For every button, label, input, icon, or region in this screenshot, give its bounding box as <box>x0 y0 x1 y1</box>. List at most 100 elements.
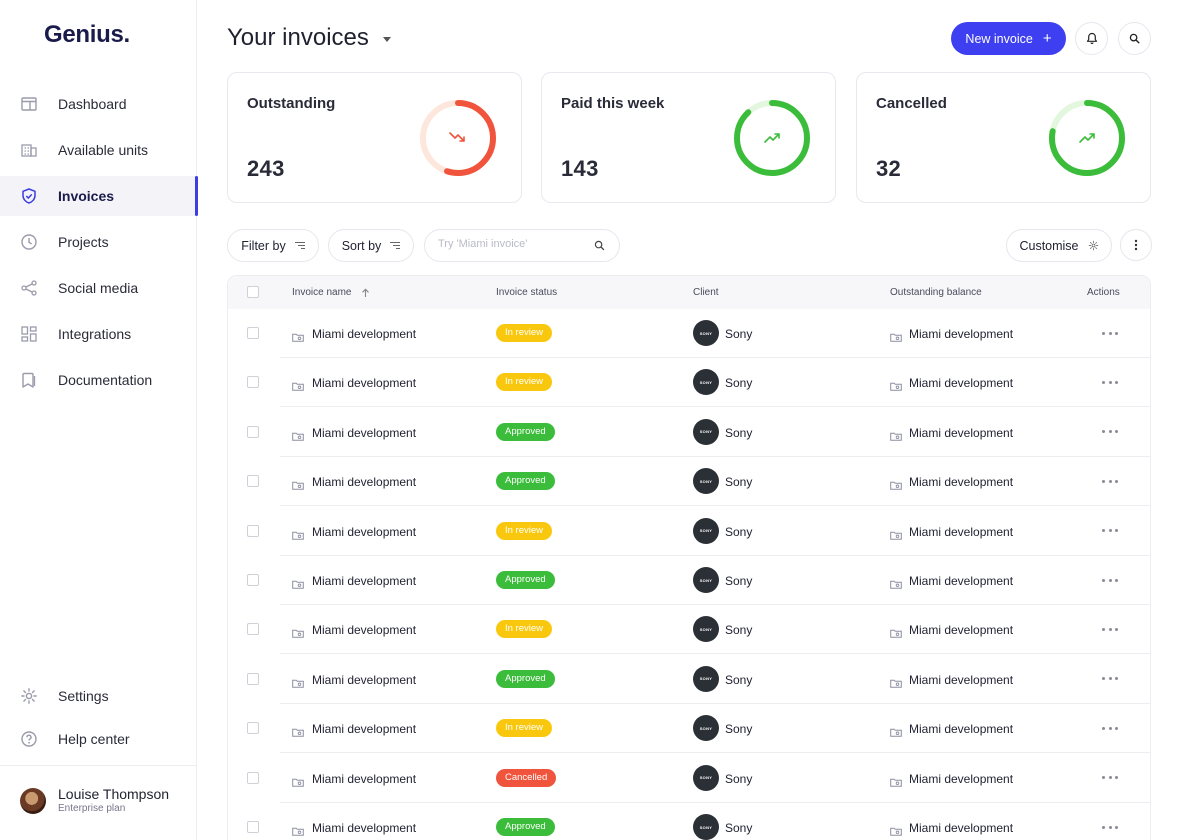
sidebar-item-documentation[interactable]: Documentation <box>0 360 197 400</box>
invoice-name[interactable]: Miami development <box>312 722 417 737</box>
client-name: Sony <box>725 327 753 341</box>
sidebar-item-dashboard[interactable]: Dashboard <box>0 84 197 124</box>
row-checkbox[interactable] <box>247 672 259 685</box>
row-actions-menu[interactable] <box>1102 674 1118 684</box>
row-actions-menu[interactable] <box>1102 624 1118 634</box>
table-row[interactable]: Miami development In review SONY Sony Mi… <box>228 605 1150 655</box>
shield-icon <box>20 187 38 205</box>
bookmark-icon <box>20 371 38 389</box>
row-actions-menu[interactable] <box>1102 575 1118 585</box>
row-checkbox[interactable] <box>247 327 259 339</box>
user-profile[interactable]: Louise Thompson Enterprise plan <box>20 786 169 815</box>
invoice-name[interactable]: Miami development <box>312 623 417 638</box>
folder-icon <box>890 675 902 688</box>
row-checkbox[interactable] <box>247 574 259 586</box>
stat-card-outstanding[interactable]: Outstanding 243 <box>227 72 522 203</box>
sidebar-item-label: Available units <box>58 142 149 158</box>
row-actions-menu[interactable] <box>1102 328 1118 338</box>
outstanding-balance: Miami development <box>909 771 1014 786</box>
table-row[interactable]: Miami development Approved SONY Sony Mia… <box>228 556 1150 605</box>
table-row[interactable]: Miami development Cancelled SONY Sony Mi… <box>228 754 1150 803</box>
select-all-checkbox[interactable] <box>247 286 259 298</box>
folder-icon <box>292 724 304 737</box>
folder-icon <box>890 378 902 392</box>
sidebar-item-label: Projects <box>58 234 109 250</box>
invoice-name[interactable]: Miami development <box>312 574 417 588</box>
invoice-name[interactable]: Miami development <box>312 475 417 490</box>
customise-button[interactable]: Customise <box>1006 229 1112 262</box>
table-row[interactable]: Miami development Approved SONY Sony Mia… <box>228 408 1150 457</box>
sidebar-item-settings[interactable]: Settings <box>0 676 197 716</box>
row-checkbox[interactable] <box>247 623 259 636</box>
row-actions-menu[interactable] <box>1102 822 1118 832</box>
outstanding-balance: Miami development <box>909 821 1014 835</box>
sidebar-item-social-media[interactable]: Social media <box>0 268 197 308</box>
table-row[interactable]: Miami development In review SONY Sony Mi… <box>228 507 1150 556</box>
sidebar-item-label: Dashboard <box>58 96 127 112</box>
invoice-name[interactable]: Miami development <box>312 327 417 341</box>
invoice-search[interactable] <box>424 229 620 262</box>
table-row[interactable]: Miami development Approved SONY Sony Mia… <box>228 803 1150 840</box>
sidebar-item-projects[interactable]: Projects <box>0 222 197 262</box>
column-invoice-name[interactable]: Invoice name <box>292 287 370 298</box>
invoice-name[interactable]: Miami development <box>312 672 417 687</box>
search-button[interactable] <box>1118 22 1151 55</box>
row-checkbox[interactable] <box>247 425 259 438</box>
bell-icon <box>1086 32 1097 45</box>
folder-icon <box>292 625 304 639</box>
plus-icon: + <box>1042 29 1052 47</box>
row-actions-menu[interactable] <box>1102 427 1118 437</box>
client-logo: SONY <box>693 320 719 346</box>
row-checkbox[interactable] <box>247 722 259 735</box>
invoice-name[interactable]: Miami development <box>312 821 417 835</box>
row-checkbox[interactable] <box>247 821 259 833</box>
search-input[interactable] <box>438 238 588 250</box>
new-invoice-button[interactable]: New invoice + <box>951 22 1066 55</box>
invoice-name[interactable]: Miami development <box>312 524 417 539</box>
row-actions-menu[interactable] <box>1102 377 1118 387</box>
filter-button[interactable]: Filter by <box>227 229 319 262</box>
notifications-button[interactable] <box>1075 22 1108 55</box>
sidebar-item-integrations[interactable]: Integrations <box>0 314 197 354</box>
client-name: Sony <box>725 376 753 391</box>
row-actions-menu[interactable] <box>1102 476 1118 486</box>
table-row[interactable]: Miami development Approved SONY Sony Mia… <box>228 655 1150 704</box>
folder-icon <box>890 625 902 639</box>
invoice-name[interactable]: Miami development <box>312 771 417 786</box>
stat-card-cancelled[interactable]: Cancelled 32 <box>856 72 1151 203</box>
table-row[interactable]: Miami development In review SONY Sony Mi… <box>228 309 1150 358</box>
row-checkbox[interactable] <box>247 524 259 537</box>
status-badge: In review <box>496 373 553 392</box>
row-checkbox[interactable] <box>247 771 259 784</box>
column-client[interactable]: Client <box>693 287 719 298</box>
table-row[interactable]: Miami development In review SONY Sony Mi… <box>228 704 1150 754</box>
status-badge: Cancelled <box>496 768 557 787</box>
user-name: Louise Thompson <box>58 786 170 802</box>
row-actions-menu[interactable] <box>1102 526 1118 536</box>
invoice-name[interactable]: Miami development <box>312 376 417 391</box>
folder-icon <box>292 527 304 540</box>
column-invoice-status[interactable]: Invoice status <box>496 287 558 298</box>
more-options-button[interactable] <box>1120 229 1152 261</box>
invoice-name[interactable]: Miami development <box>312 425 417 440</box>
page-title: Your invoices <box>227 24 369 51</box>
stat-card-paid-this-week[interactable]: Paid this week 143 <box>541 72 836 203</box>
table-row[interactable]: Miami development Approved SONY Sony Mia… <box>228 457 1150 507</box>
app-logo: Genius. <box>44 21 130 48</box>
page-title-dropdown[interactable]: Your invoices <box>227 24 391 52</box>
table-header: Invoice name Invoice status Client Outst… <box>228 276 1150 309</box>
row-checkbox[interactable] <box>247 376 259 389</box>
sidebar-item-invoices[interactable]: Invoices <box>0 176 198 216</box>
row-actions-menu[interactable] <box>1102 773 1118 783</box>
table-row[interactable]: Miami development In review SONY Sony Mi… <box>228 358 1150 408</box>
column-outstanding-balance[interactable]: Outstanding balance <box>890 287 982 298</box>
row-checkbox[interactable] <box>247 475 259 488</box>
trend-up-icon <box>1079 133 1095 143</box>
sidebar-item-label: Invoices <box>58 188 115 204</box>
sidebar-item-help-center[interactable]: Help center <box>0 719 197 759</box>
kebab-menu-icon <box>1134 239 1138 251</box>
sidebar-item-available-units[interactable]: Available units <box>0 130 197 170</box>
sort-button[interactable]: Sort by <box>328 229 414 262</box>
status-badge: In review <box>496 620 553 639</box>
row-actions-menu[interactable] <box>1102 723 1118 733</box>
